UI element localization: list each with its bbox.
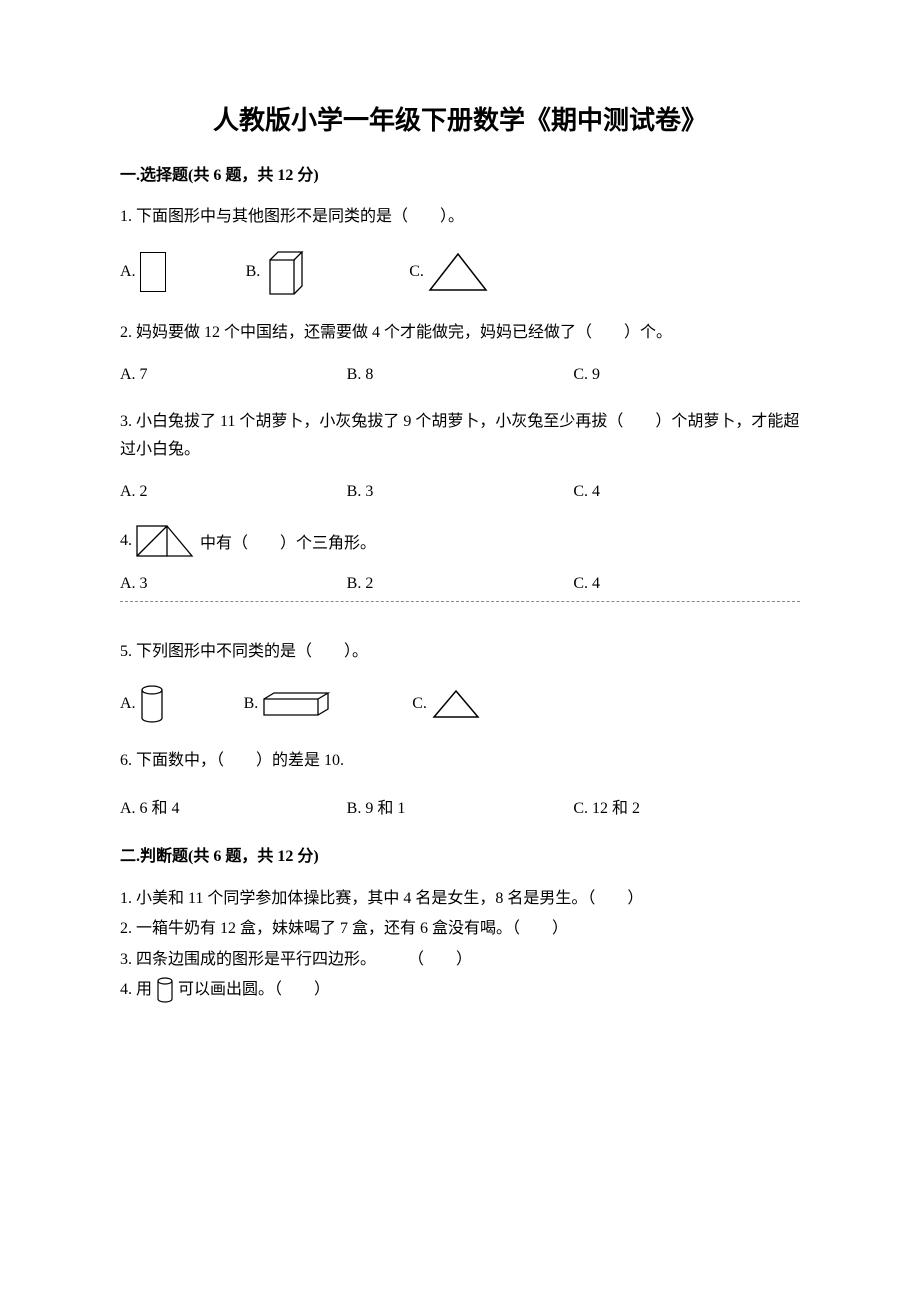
q1-opt-b-label: B. — [246, 263, 261, 281]
q6-opt-c: C. 12 和 2 — [573, 794, 800, 818]
q1-opt-c-label: C. — [409, 263, 424, 281]
q2-opt-b: B. 8 — [347, 366, 574, 384]
q6-text: 6. 下面数中，（ ）的差是 10. — [120, 747, 800, 776]
q3-opt-c: C. 4 — [573, 483, 800, 501]
q6-opt-b: B. 9 和 1 — [347, 794, 574, 818]
q2-opt-a: A. 7 — [120, 366, 347, 384]
rectangle-icon — [140, 252, 166, 292]
tf-q4-pre: 4. 用 — [120, 981, 152, 998]
q4-text: 中有（ ）个三角形。 — [200, 529, 376, 553]
q1-opt-b: B. — [246, 250, 310, 295]
long-cuboid-icon — [262, 691, 332, 716]
q5-opt-b-label: B. — [244, 695, 259, 713]
tf-q1: 1. 小美和 11 个同学参加体操比赛，其中 4 名是女生，8 名是男生。（ ） — [120, 884, 800, 914]
q4-opt-c: C. 4 — [573, 575, 800, 593]
section1-header: 一.选择题(共 6 题，共 12 分) — [120, 161, 800, 185]
q5-opt-c: C. — [412, 688, 481, 720]
q1-text: 1. 下面图形中与其他图形不是同类的是（ ）。 — [120, 203, 800, 232]
section2-header: 二.判断题(共 6 题，共 12 分) — [120, 842, 800, 866]
q1-opt-c: C. — [409, 252, 488, 292]
composite-shape-icon — [136, 525, 194, 557]
q3-options: A. 2 B. 3 C. 4 — [120, 483, 800, 501]
q6-options: A. 6 和 4 B. 9 和 1 C. 12 和 2 — [120, 794, 800, 818]
q5-opt-c-label: C. — [412, 695, 427, 713]
q4-num: 4. — [120, 532, 132, 550]
cylinder-icon — [140, 685, 164, 723]
q4-options: A. 3 B. 2 C. 4 — [120, 575, 800, 593]
q1-options: A. B. C. — [120, 250, 800, 295]
tf-q4-post: 可以画出圆。（ ） — [178, 981, 330, 998]
triangle-icon — [428, 252, 488, 292]
tf-q2: 2. 一箱牛奶有 12 盒，妹妹喝了 7 盒，还有 6 盒没有喝。（ ） — [120, 914, 800, 944]
q2-text: 2. 妈妈要做 12 个中国结，还需要做 4 个才能做完，妈妈已经做了（ ）个。 — [120, 319, 800, 348]
q4-opt-b: B. 2 — [347, 575, 574, 593]
tf-q4: 4. 用 可以画出圆。（ ） — [120, 975, 800, 1005]
q5-opt-b: B. — [244, 691, 333, 716]
small-triangle-icon — [431, 688, 481, 720]
q1-opt-a: A. — [120, 252, 166, 292]
q3-text: 3. 小白兔拔了 11 个胡萝卜，小灰兔拔了 9 个胡萝卜，小灰兔至少再拔（ ）… — [120, 408, 800, 466]
tf-q3: 3. 四条边围成的图形是平行四边形。 （ ） — [120, 945, 800, 975]
q2-opt-c: C. 9 — [573, 366, 800, 384]
q5-text: 5. 下列图形中不同类的是（ ）。 — [120, 638, 800, 667]
small-cylinder-icon — [156, 977, 174, 1003]
q6-opt-a: A. 6 和 4 — [120, 794, 347, 818]
q4-opt-a: A. 3 — [120, 575, 347, 593]
q1-opt-a-label: A. — [120, 263, 136, 281]
cuboid-icon — [264, 250, 309, 295]
q5-opt-a: A. — [120, 685, 164, 723]
q3-opt-b: B. 3 — [347, 483, 574, 501]
page-title: 人教版小学一年级下册数学《期中测试卷》 — [120, 100, 800, 137]
q2-options: A. 7 B. 8 C. 9 — [120, 366, 800, 384]
q5-opt-a-label: A. — [120, 695, 136, 713]
q3-opt-a: A. 2 — [120, 483, 347, 501]
divider-line — [120, 601, 800, 602]
q4-line: 4. 中有（ ）个三角形。 — [120, 525, 800, 557]
q5-options: A. B. C. — [120, 685, 800, 723]
